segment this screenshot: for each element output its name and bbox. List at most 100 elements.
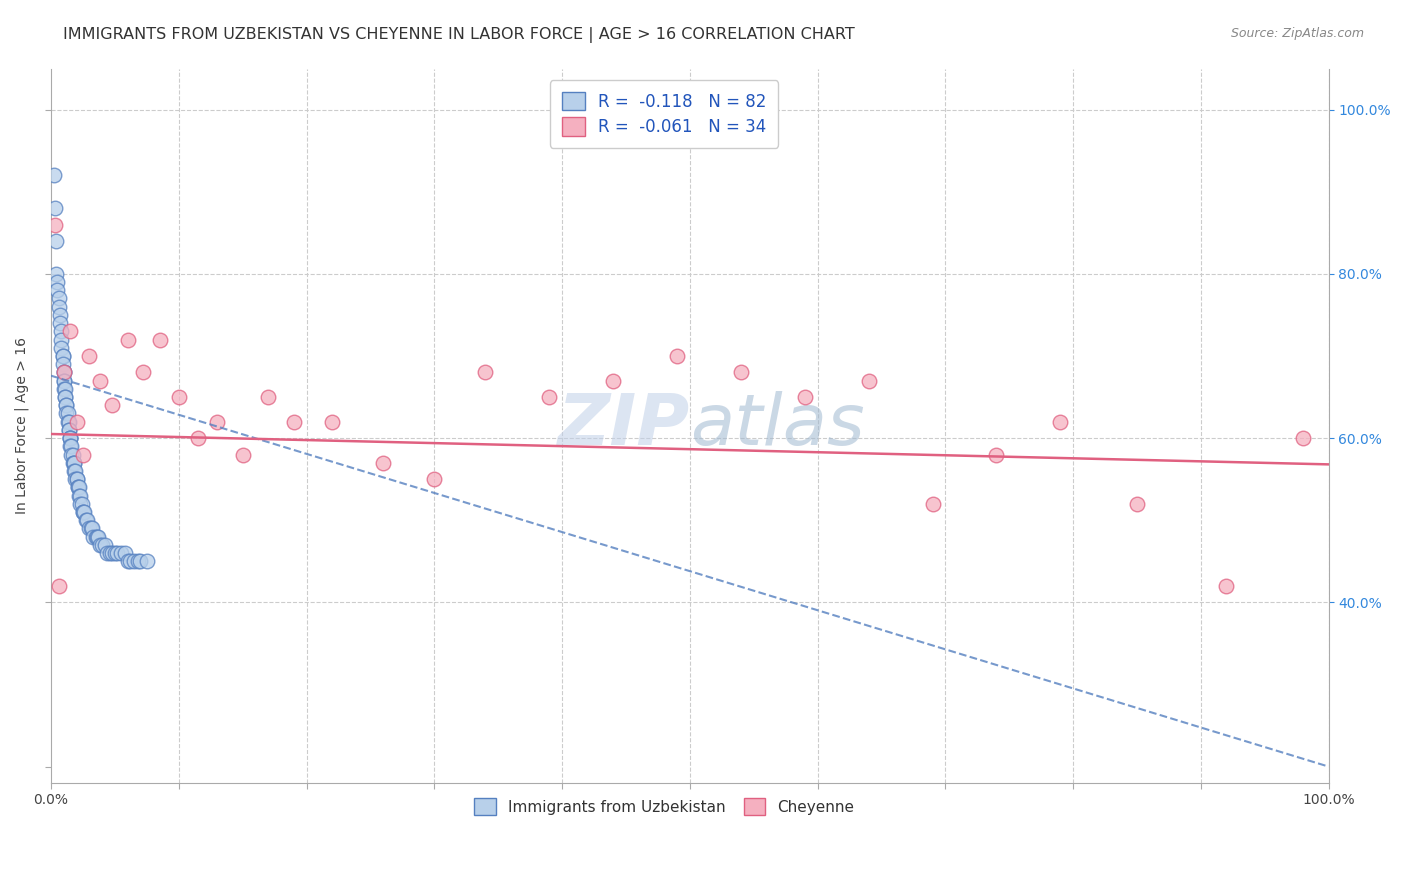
Text: atlas: atlas: [690, 392, 865, 460]
Point: [82, 530, 104, 544]
Point: [96, 546, 118, 560]
Point: [79, 521, 101, 535]
Point: [129, 554, 152, 568]
Point: [48, 579, 70, 593]
Point: [75, 513, 97, 527]
Point: [127, 554, 149, 568]
Point: [474, 365, 496, 379]
Point: [91, 538, 114, 552]
Point: [55, 407, 77, 421]
Point: [79, 349, 101, 363]
Point: [79, 521, 101, 535]
Point: [59, 431, 82, 445]
Point: [257, 390, 280, 404]
Point: [55, 398, 77, 412]
Point: [101, 398, 124, 412]
Point: [67, 480, 90, 494]
Point: [56, 407, 79, 421]
Point: [51, 341, 73, 355]
Point: [51, 357, 73, 371]
Point: [730, 365, 752, 379]
Point: [101, 546, 124, 560]
Point: [793, 390, 815, 404]
Point: [187, 431, 209, 445]
Point: [45, 234, 67, 248]
Point: [80, 521, 103, 535]
Point: [120, 554, 142, 568]
Point: [321, 415, 343, 429]
Point: [65, 415, 87, 429]
Point: [55, 398, 77, 412]
Point: [117, 554, 139, 568]
Point: [70, 497, 93, 511]
Point: [52, 365, 75, 379]
Point: [53, 382, 76, 396]
Point: [66, 480, 89, 494]
Point: [373, 456, 395, 470]
Point: [59, 439, 82, 453]
Point: [49, 316, 72, 330]
Point: [205, 415, 228, 429]
Point: [62, 448, 84, 462]
Legend: Immigrants from Uzbekistan, Cheyenne: Immigrants from Uzbekistan, Cheyenne: [464, 788, 865, 825]
Point: [46, 275, 69, 289]
Point: [63, 456, 86, 470]
Point: [48, 292, 70, 306]
Point: [122, 554, 145, 568]
Point: [46, 283, 69, 297]
Point: [117, 333, 139, 347]
Point: [62, 456, 84, 470]
Point: [149, 333, 172, 347]
Point: [921, 497, 943, 511]
Text: ZIP: ZIP: [558, 392, 690, 460]
Point: [58, 423, 80, 437]
Point: [59, 431, 82, 445]
Point: [107, 546, 129, 560]
Point: [72, 505, 94, 519]
Point: [63, 464, 86, 478]
Point: [114, 546, 136, 560]
Point: [98, 546, 121, 560]
Point: [42, 169, 65, 183]
Point: [69, 489, 91, 503]
Point: [65, 472, 87, 486]
Point: [56, 415, 79, 429]
Point: [538, 390, 561, 404]
Point: [84, 530, 107, 544]
Point: [51, 324, 73, 338]
Point: [63, 456, 86, 470]
Y-axis label: In Labor Force | Age > 16: In Labor Force | Age > 16: [15, 337, 30, 515]
Point: [52, 382, 75, 396]
Point: [65, 464, 87, 478]
Point: [58, 415, 80, 429]
Point: [1292, 431, 1315, 445]
Point: [110, 546, 132, 560]
Point: [69, 497, 91, 511]
Point: [1126, 497, 1149, 511]
Point: [58, 423, 80, 437]
Point: [86, 530, 108, 544]
Point: [66, 480, 89, 494]
Point: [51, 333, 73, 347]
Point: [52, 365, 75, 379]
Point: [44, 201, 66, 215]
Point: [93, 538, 115, 552]
Point: [52, 374, 75, 388]
Point: [72, 505, 94, 519]
Point: [48, 300, 70, 314]
Point: [52, 374, 75, 388]
Point: [60, 439, 83, 453]
Point: [44, 218, 66, 232]
Point: [51, 349, 73, 363]
Text: Source: ZipAtlas.com: Source: ZipAtlas.com: [1230, 27, 1364, 40]
Point: [104, 546, 127, 560]
Text: IMMIGRANTS FROM UZBEKISTAN VS CHEYENNE IN LABOR FORCE | AGE > 16 CORRELATION CHA: IMMIGRANTS FROM UZBEKISTAN VS CHEYENNE I…: [63, 27, 855, 43]
Point: [87, 530, 110, 544]
Point: [49, 308, 72, 322]
Point: [72, 448, 94, 462]
Point: [53, 390, 76, 404]
Point: [1049, 415, 1071, 429]
Point: [60, 448, 83, 462]
Point: [65, 472, 87, 486]
Point: [52, 365, 75, 379]
